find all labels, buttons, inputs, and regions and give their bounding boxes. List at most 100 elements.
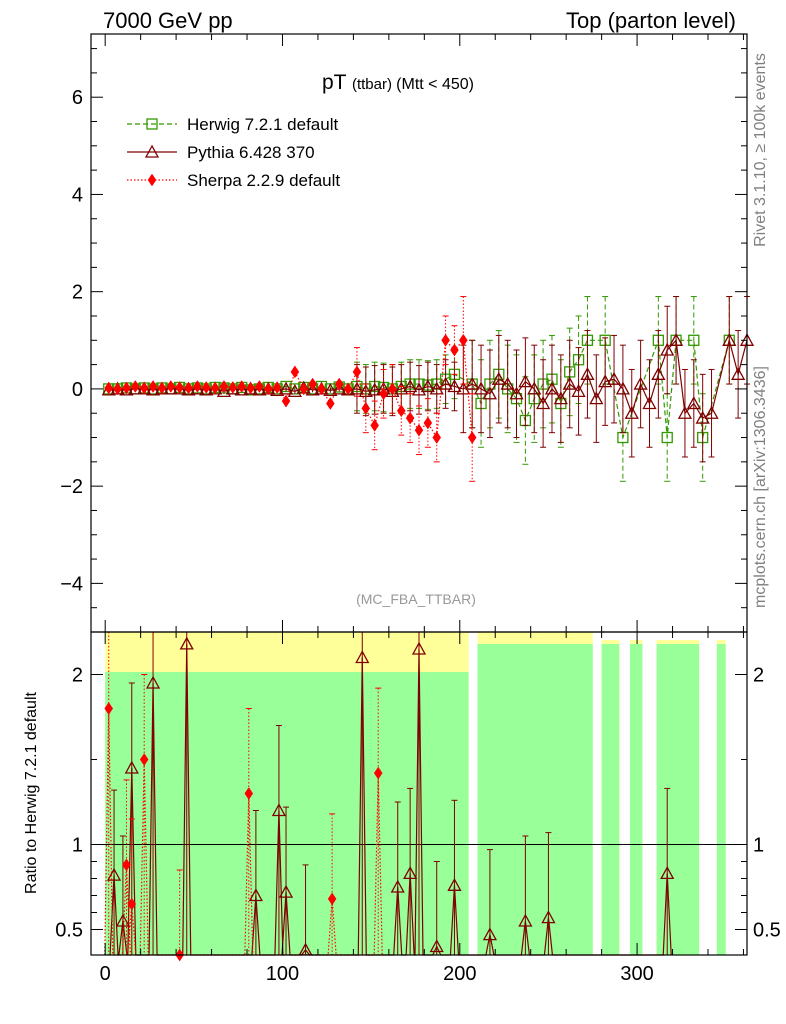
data-point [467, 431, 477, 444]
ratio-point [660, 866, 675, 880]
data-point [536, 396, 551, 410]
data-point [553, 391, 568, 405]
data-point [500, 376, 515, 390]
data-point [518, 374, 533, 388]
chart-title: pT (ttbar) (Mtt < 450) [322, 71, 474, 94]
data-point [104, 381, 114, 395]
data-point [438, 376, 453, 390]
ratio-y-tick-label: 1 [72, 835, 83, 857]
title-sub: (ttbar) [352, 76, 396, 93]
main-plot [101, 296, 755, 482]
data-point [598, 374, 613, 388]
ratio-band-inner [629, 644, 643, 955]
ratio-point [541, 910, 556, 924]
data-point [246, 381, 255, 395]
ratio-point [429, 939, 444, 953]
ratio-point [139, 753, 149, 766]
ratio-point [447, 877, 462, 891]
ratio-point [278, 884, 294, 898]
ratio-point [145, 675, 161, 689]
data-point [411, 382, 427, 396]
data-point [270, 383, 285, 397]
data-point [317, 382, 326, 396]
ratio-point [403, 866, 418, 880]
data-point [633, 376, 648, 390]
data-point [660, 342, 675, 356]
data-point [216, 383, 232, 397]
data-point [361, 401, 371, 415]
ratio-series-0 [106, 631, 675, 956]
data-point [388, 382, 397, 396]
ratio-band-inner [601, 644, 620, 955]
ratio-band-inner [477, 644, 593, 955]
data-point [688, 334, 700, 346]
data-point [651, 366, 666, 380]
ratio-point [327, 892, 337, 906]
data-point [441, 333, 450, 347]
legend-label: Sherpa 2.2.9 default [187, 171, 340, 190]
ratio-bands [105, 632, 726, 955]
ratio-point [179, 636, 194, 650]
data-point [722, 332, 737, 346]
data-point [166, 380, 176, 393]
ratio-point [122, 858, 131, 872]
data-point [252, 382, 267, 396]
data-point [290, 365, 300, 379]
header-right: Top (parton level) [566, 8, 736, 33]
data-point [308, 377, 317, 391]
data-point [272, 381, 282, 394]
data-point [219, 380, 229, 393]
data-point [704, 405, 719, 419]
x-tick-label: 300 [620, 963, 653, 985]
data-point [323, 383, 338, 397]
y-tick-label: 6 [72, 87, 83, 109]
data-point [287, 383, 302, 397]
data-point [343, 382, 353, 396]
series-1 [101, 296, 755, 463]
legend-marker [146, 118, 158, 130]
data-point [131, 380, 140, 393]
rivet-label: Rivet 3.1.10, ≥ 100k events [752, 53, 769, 247]
data-point [396, 404, 406, 418]
title-cut: (Mtt < 450) [396, 76, 474, 93]
legend-marker [144, 144, 160, 158]
data-point [175, 381, 184, 394]
ratio-y-tick-label-right: 0.5 [753, 920, 781, 942]
ratio-point [127, 897, 137, 911]
data-point [465, 376, 480, 390]
ratio-series-1 [104, 631, 383, 962]
data-point [334, 377, 344, 391]
data-point [544, 381, 560, 395]
series-2 [104, 296, 477, 482]
data-point [414, 423, 424, 437]
x-tick-label: 0 [100, 963, 111, 985]
header-left: 7000 GeV pp [103, 8, 233, 33]
data-point [113, 382, 122, 396]
ratio-line [109, 643, 672, 956]
data-point [157, 381, 167, 395]
data-point [122, 381, 131, 395]
y-tick-label: −2 [60, 476, 83, 498]
legend: Herwig 7.2.1 default Pythia 6.428 370 Sher… [127, 115, 340, 190]
data-point [201, 381, 211, 394]
ratio-point [244, 787, 254, 800]
data-point [299, 382, 309, 396]
data-point [615, 381, 630, 395]
data-point [139, 381, 149, 395]
ratio-point [271, 803, 287, 817]
data-point [668, 332, 684, 346]
axes: −4 −2 0 2 4 6 0 100 200 300 0.5 0.5 1 1 2 2 [55, 33, 781, 985]
data-point [358, 383, 373, 397]
data-point [332, 381, 347, 395]
data-point [450, 343, 459, 357]
data-point [281, 394, 291, 408]
y-tick-label: 2 [72, 282, 83, 304]
y-tick-label: 0 [72, 379, 83, 401]
data-point [352, 365, 362, 379]
data-point [210, 381, 220, 395]
data-point [482, 386, 498, 400]
data-point [473, 381, 489, 395]
data-point [379, 387, 388, 401]
ratio-ylabel: Ratio to Herwig 7.2.1 default [23, 692, 40, 894]
